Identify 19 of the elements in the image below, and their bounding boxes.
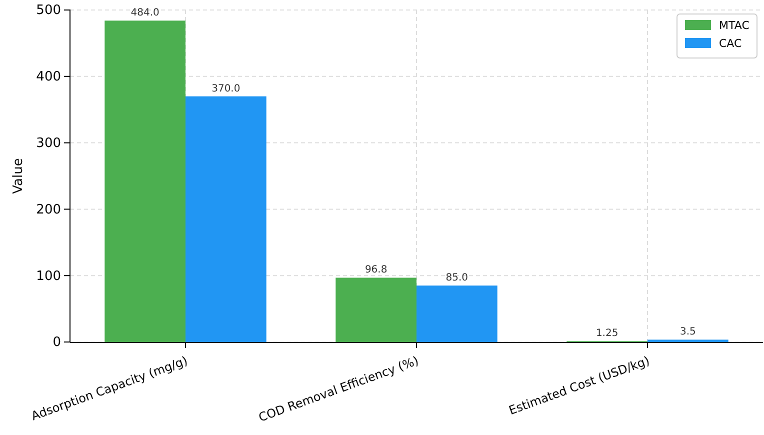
data-label: 484.0	[130, 8, 160, 19]
legend-label: MTAC	[719, 19, 750, 32]
y-tick-label: 400	[36, 70, 61, 85]
data-label: 85.0	[446, 272, 468, 284]
bar	[104, 20, 186, 342]
bar	[336, 278, 416, 342]
data-label: 96.8	[364, 264, 388, 276]
y-tick-label: 300	[36, 136, 61, 151]
bar	[186, 96, 266, 342]
legend-label: CAC	[719, 37, 742, 50]
data-label: 370.0	[212, 83, 240, 94]
y-tick-label: 200	[36, 202, 61, 218]
y-tick-label: 0	[52, 335, 61, 350]
bar	[416, 286, 498, 342]
y-tick-label: 100	[36, 268, 61, 284]
y-axis-title: Value	[11, 158, 26, 194]
y-tick-label: 500	[36, 3, 61, 18]
data-label: 1.25	[596, 328, 618, 340]
data-label: 3.5	[680, 326, 696, 338]
